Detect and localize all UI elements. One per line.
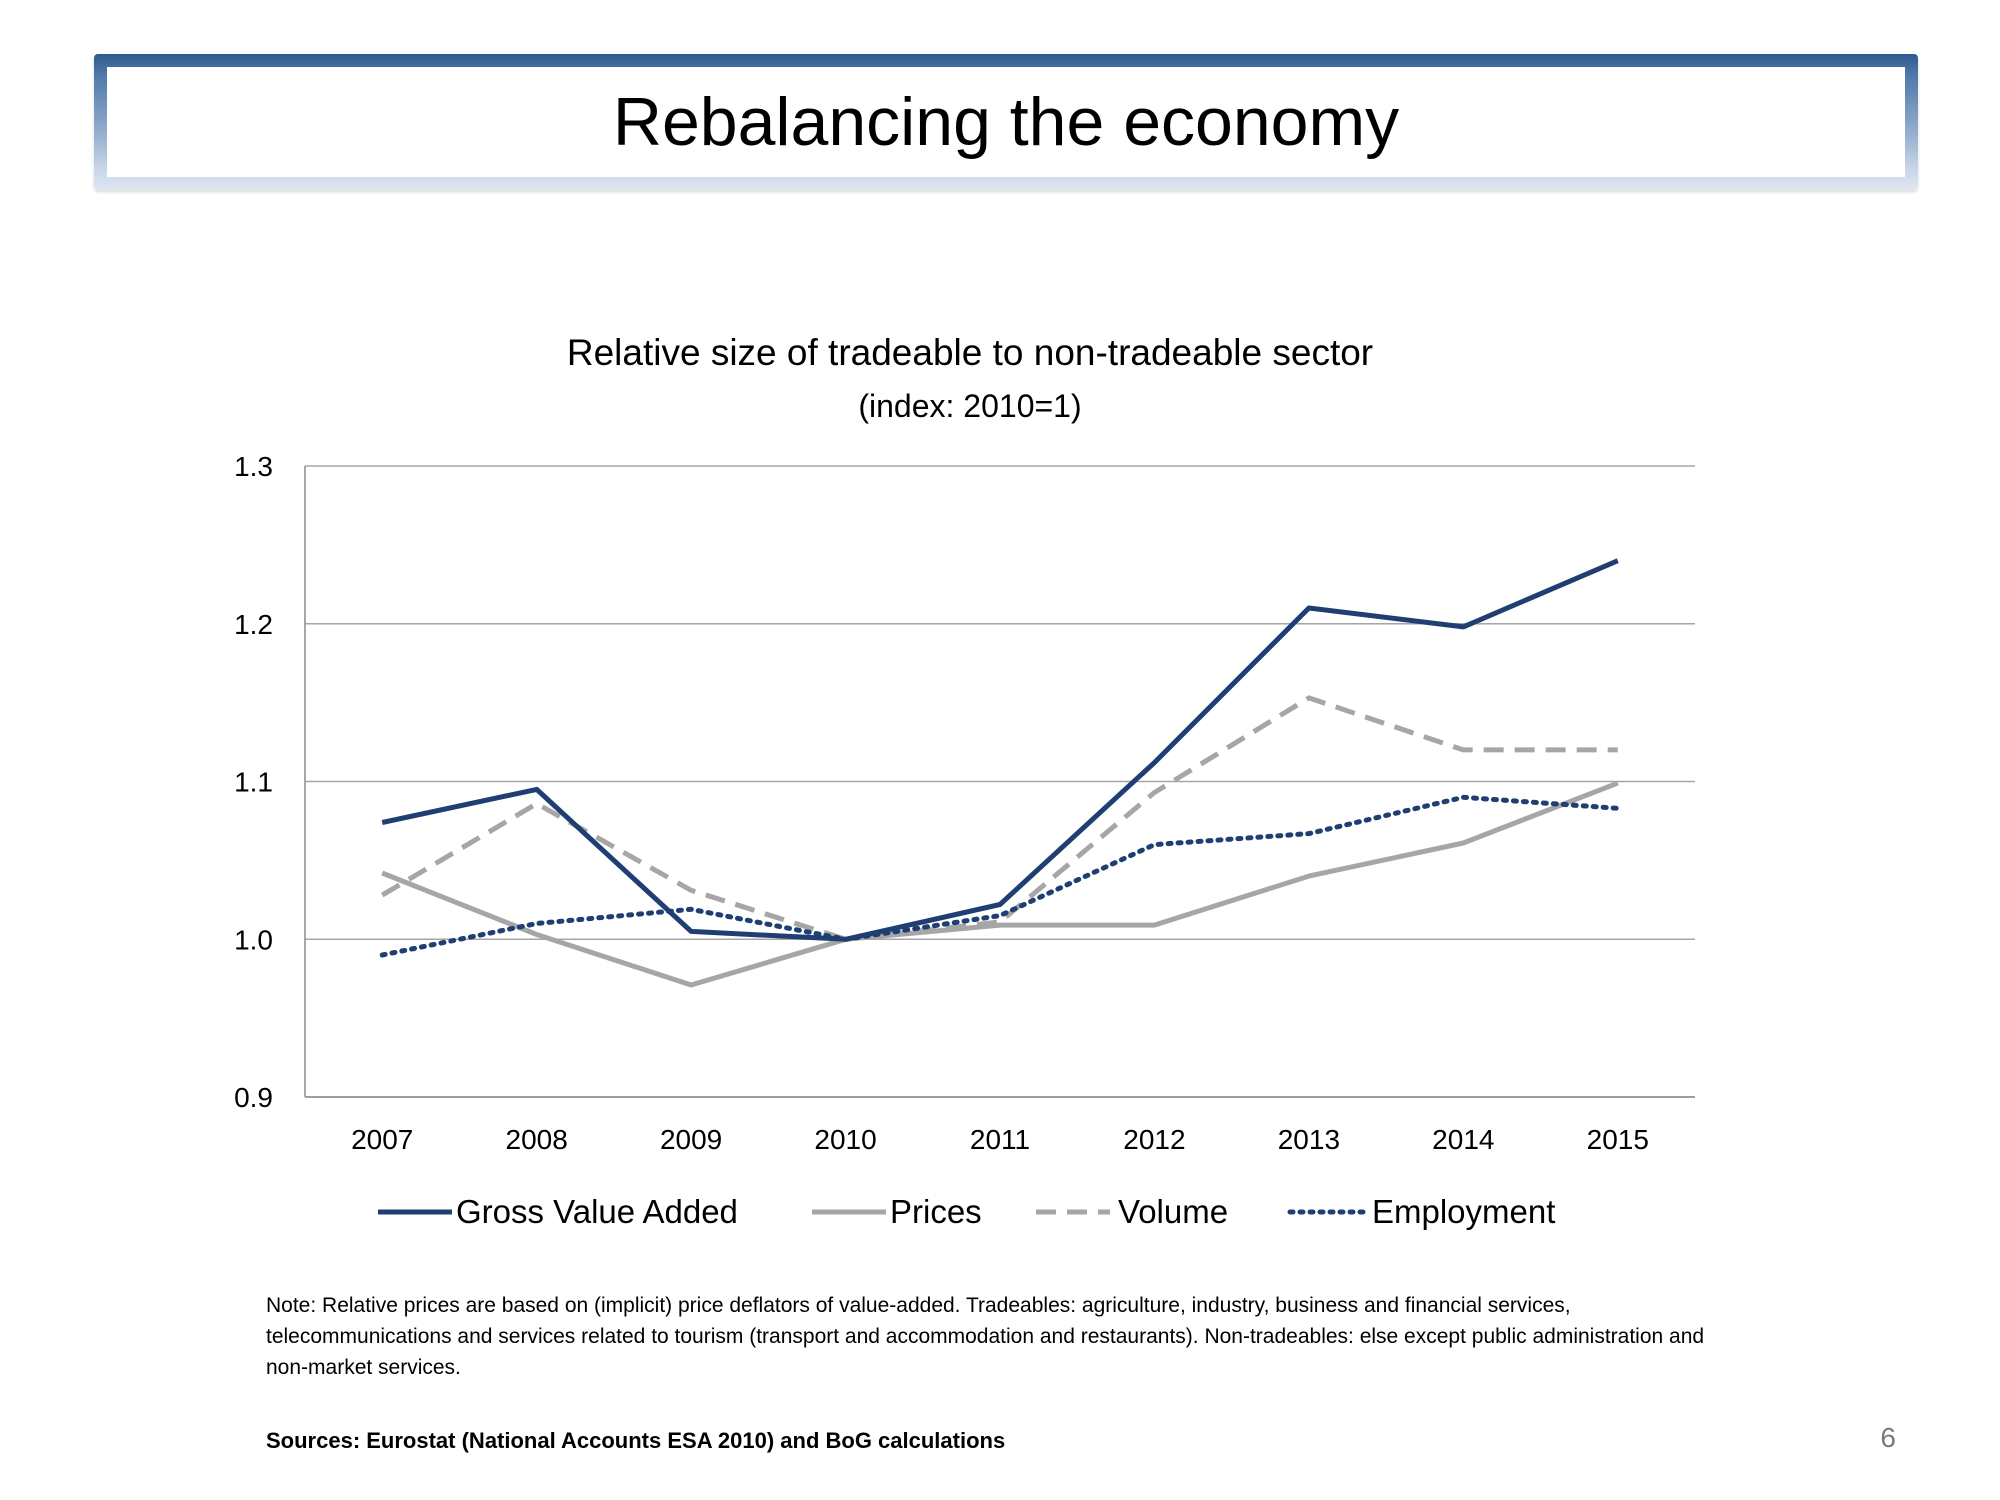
title-banner: Rebalancing the economy (94, 54, 1918, 190)
y-tick-label: 1.0 (234, 924, 273, 955)
legend-label-gross-value-added: Gross Value Added (456, 1193, 738, 1230)
x-tick-label: 2013 (1278, 1124, 1340, 1155)
chart-note: Note: Relative prices are based on (impl… (266, 1294, 1705, 1379)
x-tick-label: 2014 (1432, 1124, 1494, 1155)
x-tick-label: 2015 (1587, 1124, 1649, 1155)
title-frame: Rebalancing the economy (107, 67, 1905, 177)
legend-label-employment: Employment (1372, 1193, 1555, 1230)
series-line-prices (381, 780, 1619, 988)
x-tick-label: 2009 (660, 1124, 722, 1155)
chart-title: Relative size of tradeable to non-tradea… (566, 332, 1374, 373)
legend-label-volume: Volume (1118, 1193, 1228, 1230)
x-tick-label: 2010 (814, 1124, 876, 1155)
page-number: 6 (1880, 1422, 1896, 1453)
x-tick-label: 2008 (506, 1124, 568, 1155)
y-tick-label: 1.2 (234, 609, 273, 640)
y-tick-label: 0.9 (234, 1082, 273, 1113)
series-line-gross-value-added (381, 558, 1619, 942)
series-line-volume (380, 695, 1618, 942)
series-line-employment (379, 794, 1621, 958)
y-tick-label: 1.1 (234, 767, 273, 798)
chart-subtitle: (index: 2010=1) (858, 388, 1082, 424)
x-tick-label: 2012 (1123, 1124, 1185, 1155)
sources-text: Sources: Eurostat (National Accounts ESA… (266, 1428, 1006, 1453)
x-tick-label: 2007 (351, 1124, 413, 1155)
legend-label-prices: Prices (890, 1193, 982, 1230)
line-chart: 0.9 1.0 1.1 1.2 1.3 2007 2008 2009 2010 2011 2012 2… (234, 451, 1695, 1230)
x-tick-label: 2011 (970, 1124, 1030, 1155)
y-tick-label: 1.3 (234, 451, 273, 482)
slide-title: Rebalancing the economy (612, 84, 1400, 160)
